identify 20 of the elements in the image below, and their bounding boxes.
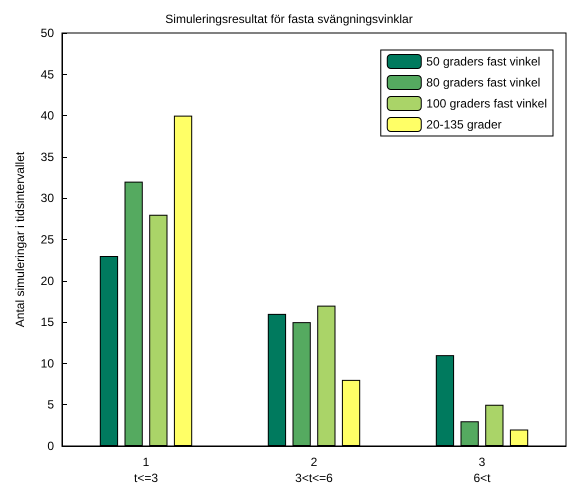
y-tick-label: 10 [40, 356, 54, 370]
y-tick-label: 30 [40, 191, 54, 206]
y-tick-label: 45 [40, 67, 54, 82]
y-tick-label: 25 [40, 232, 54, 246]
legend-label: 80 graders fast vinkel [426, 76, 540, 90]
x-tick-label: 1 t<=3 [134, 455, 158, 485]
y-tick-label: 40 [40, 108, 54, 123]
x-tick-label: 3 6<t [473, 455, 492, 485]
x-tick-label: 2 3<t<=6 [295, 455, 334, 485]
legend-label: 20-135 grader [426, 118, 502, 132]
y-axis-title: Antal simuleringar i tidsintervallet [13, 151, 27, 328]
y-tick-label: 35 [40, 150, 54, 164]
y-tick-label: 50 [40, 26, 54, 40]
y-tick-label: 20 [40, 274, 54, 288]
y-tick-label: 15 [40, 315, 54, 330]
legend-label: 50 graders fast vinkel [426, 54, 540, 68]
legend-label: 100 graders fast vinkel [426, 96, 547, 110]
y-tick-label: 0 [47, 439, 54, 453]
y-tick-label: 5 [47, 398, 54, 412]
chart-title: Simuleringsresultat för fasta svängningsvinklar [165, 12, 413, 26]
